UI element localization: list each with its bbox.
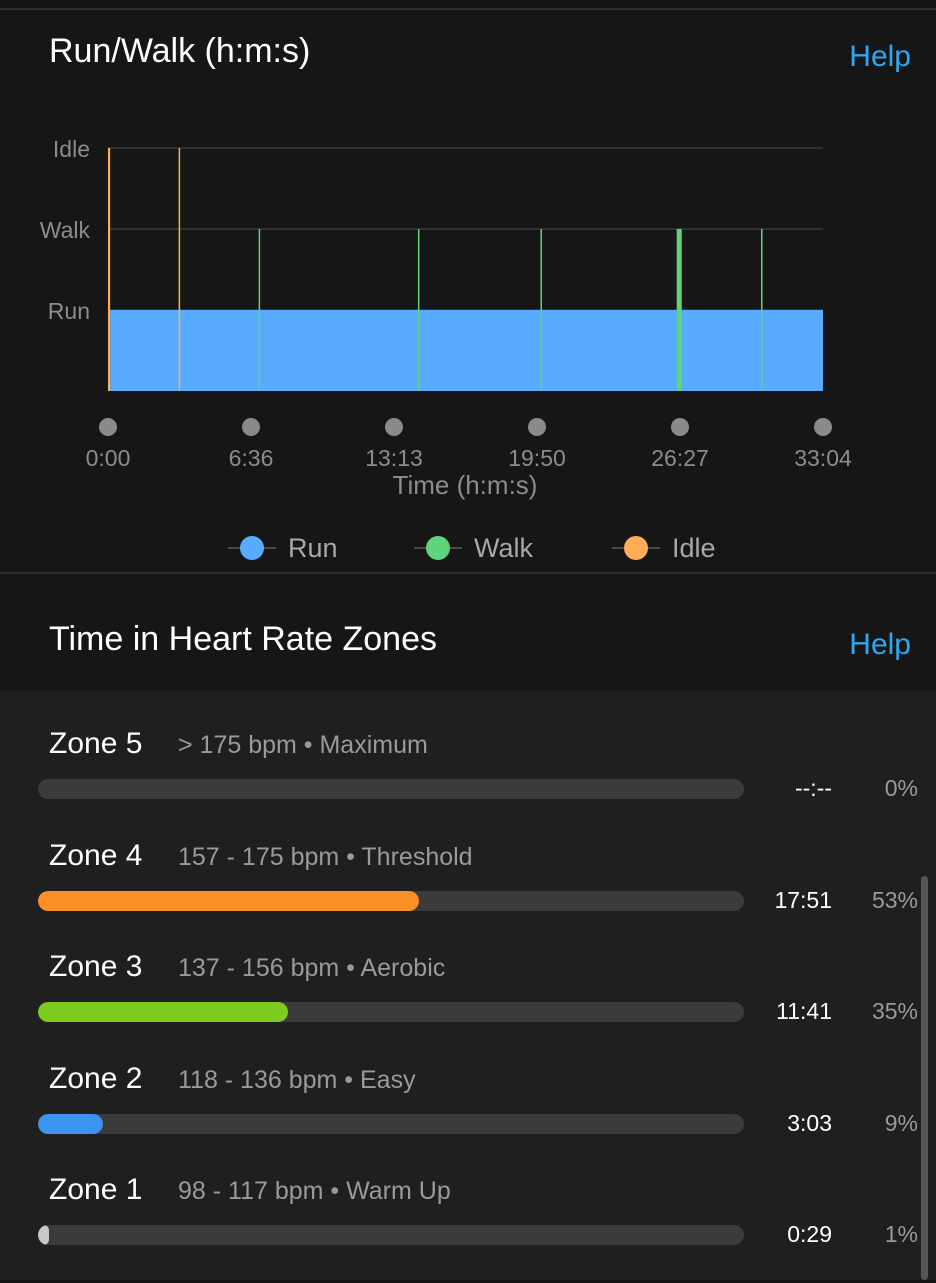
runwalk-chart: Run Walk Idle 0:00 6:36 13:13 19:50 26:27 33:04…: [40, 136, 852, 563]
segment-walk-4: [417, 229, 420, 391]
zone-name: Zone 2: [49, 1062, 143, 1095]
x-tick-dot: [242, 418, 260, 436]
zones-header: Time in Heart Rate Zones Help: [0, 574, 936, 691]
zone-progress-track: [38, 779, 744, 799]
zone-percent: 35%: [871, 998, 918, 1024]
y-tick-walk: Walk: [40, 217, 91, 243]
zone-progress-track: [38, 1114, 744, 1134]
x-tick-label: 13:13: [365, 445, 423, 471]
zone-percent: 9%: [884, 1110, 918, 1136]
zones-help-link[interactable]: Help: [849, 628, 911, 661]
zone-percent: 1%: [884, 1221, 918, 1247]
x-tick-dot: [814, 418, 832, 436]
zone-progress-fill: [38, 1114, 103, 1134]
x-tick-dot: [385, 418, 403, 436]
x-tick-label: 19:50: [508, 445, 566, 471]
scrollbar[interactable]: [921, 876, 928, 1280]
zone-percent: 0%: [884, 775, 918, 801]
zone-name: Zone 3: [49, 950, 143, 983]
zone-percent: 53%: [871, 887, 918, 913]
x-tick-label: 33:04: [794, 445, 852, 471]
zone-time: 11:41: [776, 998, 832, 1024]
segment-walk-5: [540, 229, 542, 391]
segment-walk-3: [258, 229, 261, 391]
zones-title: Time in Heart Rate Zones: [49, 620, 437, 658]
zone-progress-fill: [38, 1002, 288, 1022]
top-divider: [0, 8, 936, 10]
zone-description: 157 - 175 bpm • Threshold: [178, 843, 473, 871]
legend-swatch-run: [240, 536, 264, 560]
runwalk-card: Run/Walk (h:m:s) Help Run Walk Idle 0:00 6:…: [0, 10, 936, 572]
section-divider: [0, 572, 936, 574]
zone-row: Zone 1 98 - 117 bpm • Warm Up 0:29 1%: [0, 1173, 936, 1283]
zone-progress-track: [38, 891, 744, 911]
segment-idle-1: [108, 148, 111, 391]
y-tick-idle: Idle: [53, 136, 90, 162]
zone-progress-fill: [38, 1225, 49, 1245]
zone-time: 17:51: [774, 887, 832, 913]
zone-progress-track: [38, 1225, 744, 1245]
legend-swatch-idle: [624, 536, 648, 560]
x-tick-dot: [671, 418, 689, 436]
zone-name: Zone 5: [49, 727, 143, 760]
zone-row: Zone 3 137 - 156 bpm • Aerobic 11:41 35%: [0, 950, 936, 1060]
legend-label-run: Run: [288, 533, 338, 563]
zone-progress-fill: [38, 891, 420, 911]
segment-run-0: [110, 310, 824, 391]
zone-time: 3:03: [787, 1110, 832, 1136]
legend-label-walk: Walk: [474, 533, 533, 563]
zone-name: Zone 1: [49, 1173, 143, 1206]
x-tick-dot: [528, 418, 546, 436]
zone-description: 118 - 136 bpm • Easy: [178, 1066, 416, 1094]
runwalk-title: Run/Walk (h:m:s): [49, 32, 311, 70]
x-tick-label: 26:27: [651, 445, 709, 471]
zone-row: Zone 2 118 - 136 bpm • Easy 3:03 9%: [0, 1062, 936, 1172]
zone-description: 137 - 156 bpm • Aerobic: [178, 954, 446, 982]
zone-description: 98 - 117 bpm • Warm Up: [178, 1177, 451, 1205]
segment-walk-6: [676, 229, 682, 391]
zone-row: Zone 4 157 - 175 bpm • Threshold 17:51 53%: [0, 839, 936, 949]
zones-list: Zone 5 > 175 bpm • Maximum --:-- 0% Zone 4 15…: [0, 691, 936, 1280]
x-tick-dot: [99, 418, 117, 436]
y-tick-run: Run: [48, 298, 90, 324]
x-axis-label: Time (h:m:s): [393, 470, 538, 500]
runwalk-help-link[interactable]: Help: [849, 40, 911, 73]
segment-walk-7: [761, 229, 763, 391]
legend-label-idle: Idle: [672, 533, 716, 563]
x-tick-label: 0:00: [86, 445, 131, 471]
zone-description: > 175 bpm • Maximum: [178, 731, 428, 759]
zone-row: Zone 5 > 175 bpm • Maximum --:-- 0%: [0, 727, 936, 837]
zone-progress-track: [38, 1002, 744, 1022]
zone-time: 0:29: [787, 1221, 832, 1247]
zone-name: Zone 4: [49, 839, 143, 872]
x-tick-label: 6:36: [229, 445, 274, 471]
legend-swatch-walk: [426, 536, 450, 560]
zone-time: --:--: [794, 775, 832, 801]
segment-idle-2: [178, 148, 181, 391]
